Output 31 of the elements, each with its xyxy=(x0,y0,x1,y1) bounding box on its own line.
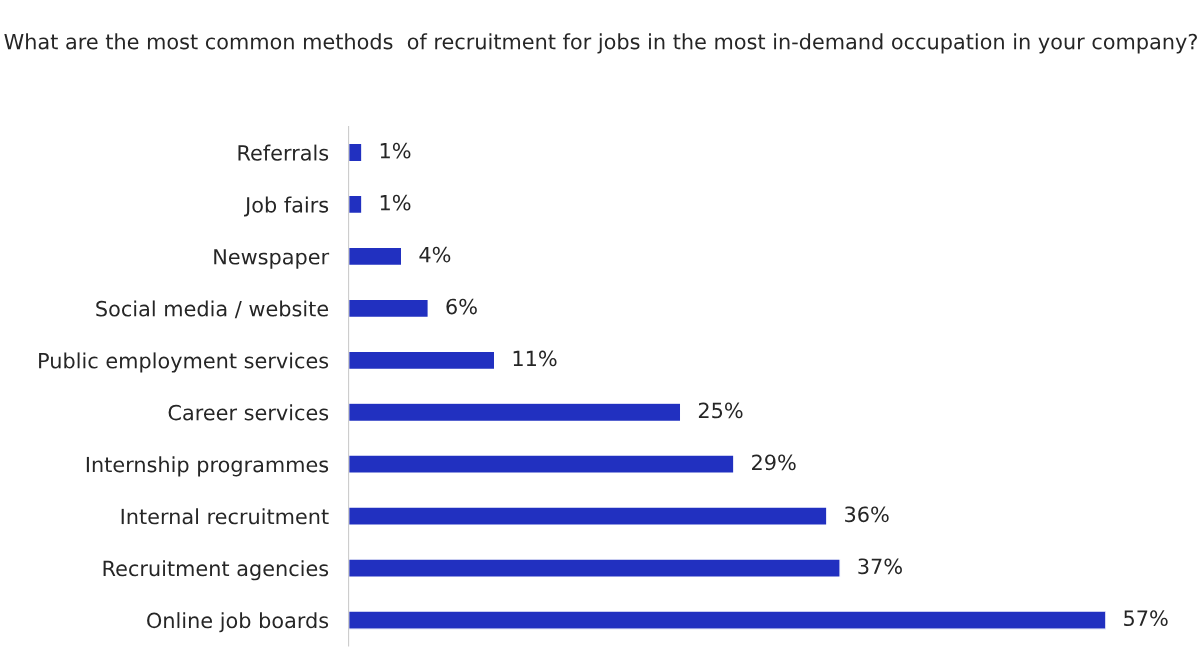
bar xyxy=(348,610,1106,630)
chart-title: What are the most common methods of recruitment for jobs in the most in-demand occupation in your company? xyxy=(4,33,1197,54)
bar xyxy=(348,194,363,215)
data-label: 11% xyxy=(513,350,557,367)
data-label: 6% xyxy=(446,298,477,315)
bar xyxy=(348,142,363,163)
data-label: 25% xyxy=(698,402,743,419)
y-tick-label: Internal recruitment xyxy=(121,508,329,525)
bar xyxy=(348,298,429,319)
y-tick-label: Newspaper xyxy=(214,249,330,269)
y-tick-label: Online job boards xyxy=(147,612,329,633)
data-label: 37% xyxy=(858,558,902,575)
data-label: 1% xyxy=(380,142,411,159)
bar xyxy=(348,350,496,371)
bar xyxy=(348,246,403,267)
data-label: 57% xyxy=(1124,610,1168,627)
data-label: 4% xyxy=(419,246,451,263)
bar xyxy=(348,558,841,578)
y-tick-label: Job fairs xyxy=(244,196,329,217)
bar xyxy=(348,454,735,474)
y-tick-label: Social media / website xyxy=(96,300,329,319)
y-tick-label: Public employment services xyxy=(39,352,329,373)
y-tick-label: Recruitment agencies xyxy=(103,560,329,581)
data-label: 1% xyxy=(380,194,411,211)
y-tick-label: Internship programmes xyxy=(86,456,329,477)
y-tick-label: Career services xyxy=(168,404,329,421)
bar xyxy=(348,402,682,423)
bar xyxy=(348,506,828,526)
y-tick-label: Referrals xyxy=(238,144,329,161)
data-label: 29% xyxy=(752,454,796,471)
data-label: 36% xyxy=(845,506,889,523)
